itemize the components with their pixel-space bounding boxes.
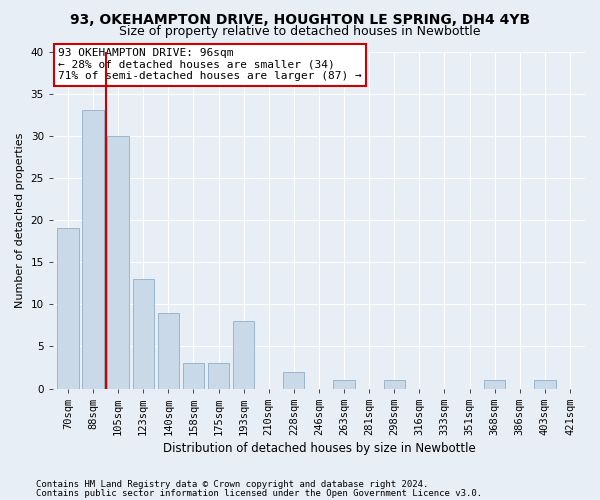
Bar (133, 279, 154, 388)
Bar (534, 380, 556, 388)
Bar (383, 380, 405, 388)
Text: 93, OKEHAMPTON DRIVE, HOUGHTON LE SPRING, DH4 4YB: 93, OKEHAMPTON DRIVE, HOUGHTON LE SPRING… (70, 12, 530, 26)
Bar (484, 380, 505, 388)
Bar (183, 364, 204, 388)
Bar (82, 110, 104, 388)
Bar (107, 136, 129, 388)
Text: Contains HM Land Registry data © Crown copyright and database right 2024.: Contains HM Land Registry data © Crown c… (36, 480, 428, 489)
Bar (158, 312, 179, 388)
Bar (334, 380, 355, 388)
Bar (233, 321, 254, 388)
Bar (208, 364, 229, 388)
Text: Contains public sector information licensed under the Open Government Licence v3: Contains public sector information licen… (36, 488, 482, 498)
X-axis label: Distribution of detached houses by size in Newbottle: Distribution of detached houses by size … (163, 442, 475, 455)
Text: Size of property relative to detached houses in Newbottle: Size of property relative to detached ho… (119, 25, 481, 38)
Text: 93 OKEHAMPTON DRIVE: 96sqm
← 28% of detached houses are smaller (34)
71% of semi: 93 OKEHAMPTON DRIVE: 96sqm ← 28% of deta… (58, 48, 362, 82)
Bar (57, 228, 79, 388)
Y-axis label: Number of detached properties: Number of detached properties (15, 132, 25, 308)
Bar (283, 372, 304, 388)
